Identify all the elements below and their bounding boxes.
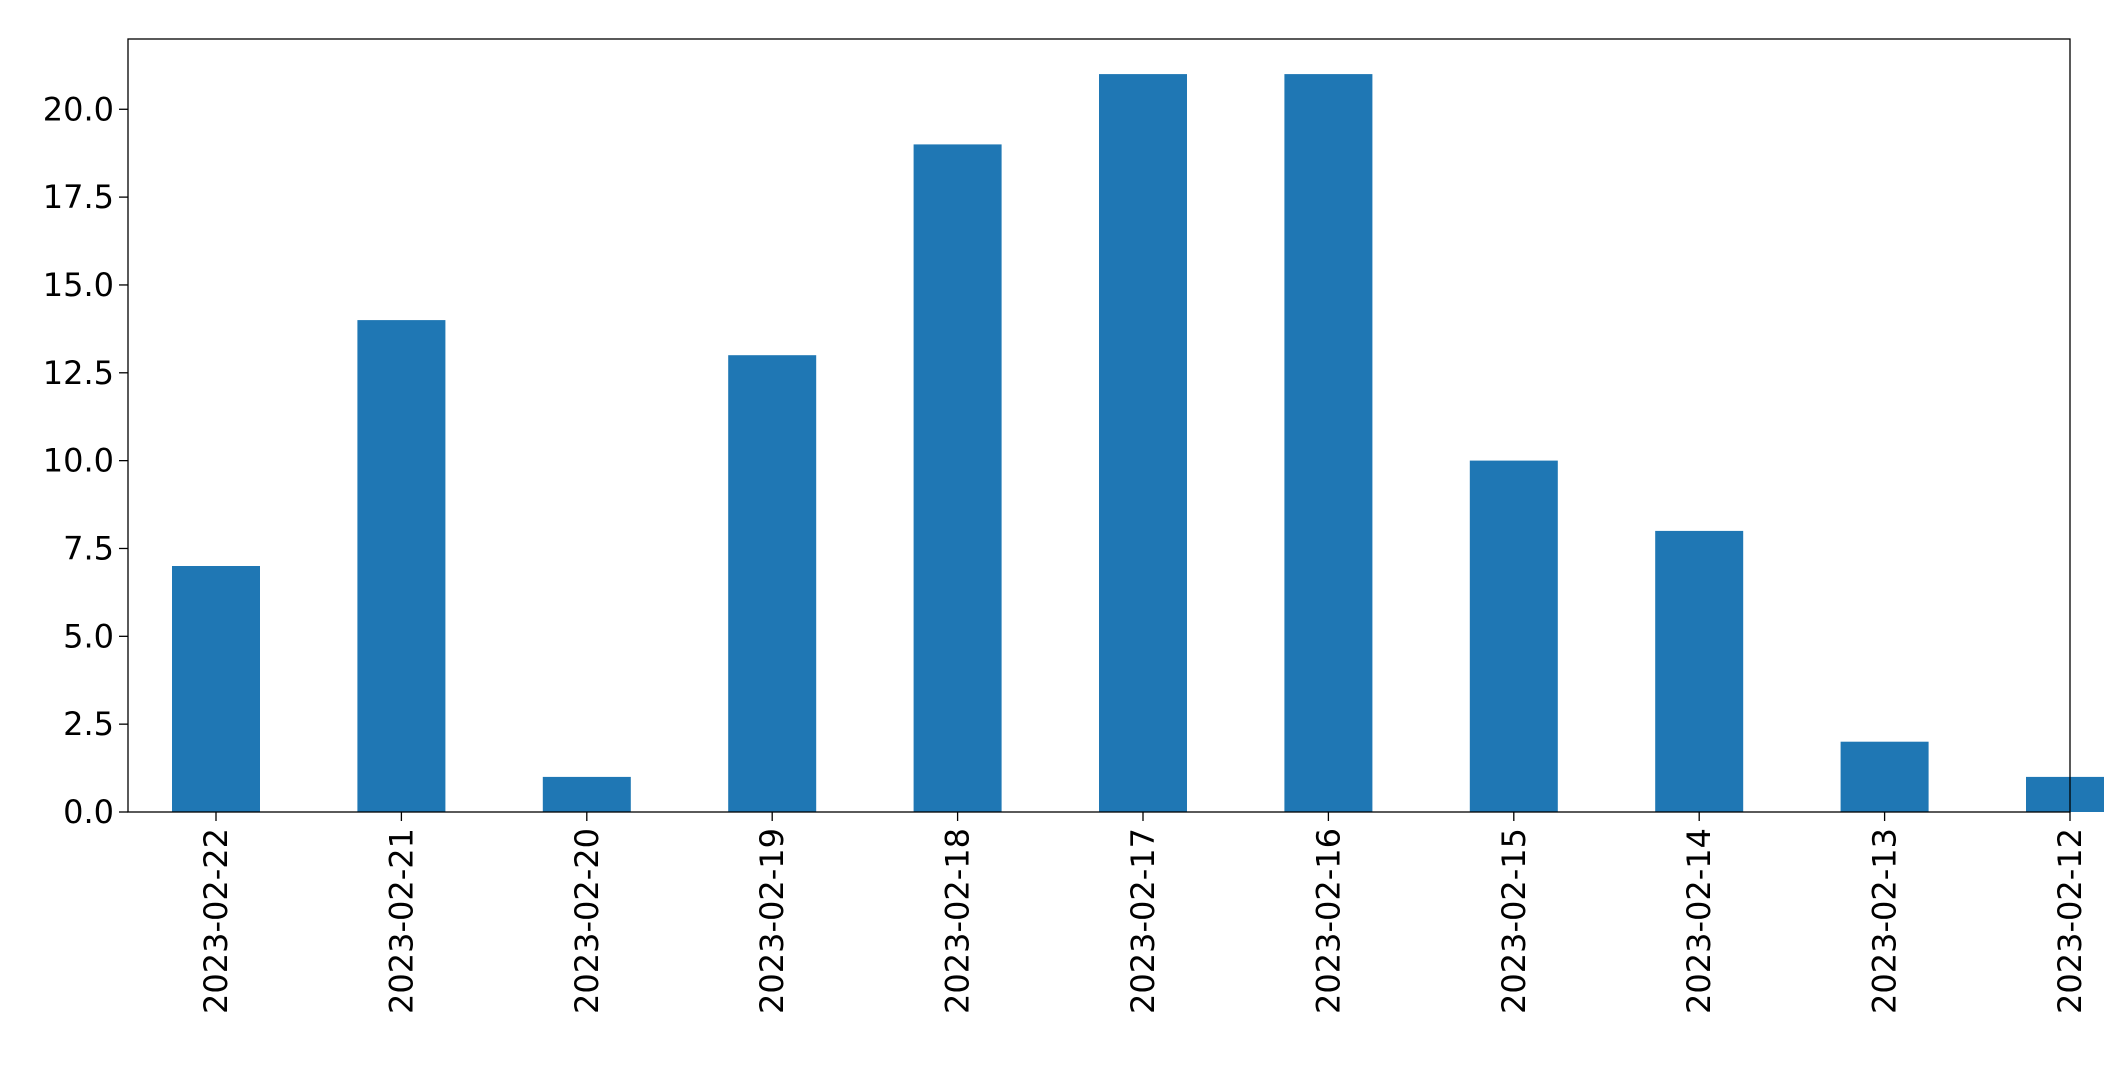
y-tick-label: 20.0 (43, 90, 114, 128)
bar (2026, 776, 2104, 812)
x-axis: 2023-02-22 2023-02-21 2023-02-20 2023-02-19… (197, 812, 2089, 1014)
y-tick-label: 2.5 (63, 705, 114, 743)
x-tick-label: 2023-02-22 (197, 828, 235, 1014)
bar (357, 320, 446, 812)
y-tick-label: 15.0 (43, 266, 114, 304)
x-tick-label: 2023-02-14 (1680, 828, 1718, 1014)
bar (913, 144, 1002, 812)
x-tick-label: 2023-02-19 (753, 828, 791, 1014)
x-tick-label: 2023-02-16 (1309, 828, 1347, 1014)
x-tick-label: 2023-02-18 (939, 828, 977, 1014)
bar (542, 776, 631, 812)
x-tick-label: 2023-02-12 (2051, 828, 2089, 1014)
bar-series (172, 74, 2104, 813)
plot-area-frame (127, 38, 2071, 813)
bar (1099, 74, 1187, 813)
y-tick-label: 12.5 (43, 354, 114, 392)
y-tick-label: 0.0 (63, 793, 114, 831)
x-tick-label: 2023-02-17 (1124, 828, 1162, 1014)
bar (1284, 74, 1373, 813)
x-tick-label: 2023-02-21 (382, 828, 420, 1014)
bar (1840, 741, 1929, 812)
y-tick-label: 17.5 (43, 178, 114, 216)
bar (172, 566, 260, 812)
bar (728, 355, 817, 812)
x-tick-label: 2023-02-20 (568, 828, 606, 1014)
x-tick-label: 2023-02-13 (1866, 828, 1904, 1014)
bar (1469, 460, 1558, 812)
y-axis: 0.0 2.5 5.0 7.5 10.0 12.5 15.0 17.5 20.0 (43, 90, 128, 831)
y-tick-label: 7.5 (63, 529, 114, 567)
x-tick-label: 2023-02-15 (1495, 828, 1533, 1014)
y-tick-label: 10.0 (43, 442, 114, 480)
bar (1655, 530, 1744, 812)
y-tick-label: 5.0 (63, 617, 114, 655)
